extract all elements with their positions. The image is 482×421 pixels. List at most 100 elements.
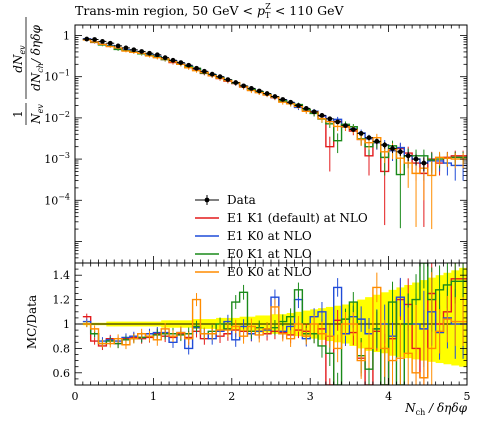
data-point	[272, 94, 278, 99]
data-point	[115, 43, 121, 49]
x-tick-label: 5	[464, 390, 471, 403]
data-point	[280, 97, 286, 102]
xlabel-rest: / δηδφ	[425, 401, 467, 415]
chart-title-italic: p	[257, 3, 265, 18]
data-point	[264, 91, 270, 96]
xlabel-sub: ch	[416, 408, 426, 417]
main-panel-frame	[74, 24, 468, 264]
ylabel-den2-sub: ch	[36, 63, 45, 73]
data-point	[374, 138, 380, 144]
data-point	[84, 36, 90, 42]
data-point	[319, 112, 325, 118]
x-tick-label: 4	[385, 390, 392, 403]
x-tick-label: 1	[150, 390, 157, 403]
y-tick-base: 10	[44, 71, 58, 84]
y-tick-label-ratio: 0.6	[53, 367, 71, 380]
y-tick-exponent: −3	[58, 151, 70, 160]
data-point	[366, 135, 372, 141]
ylabel-num-sub: ev	[18, 45, 27, 55]
ylabel-num-2: dNev	[11, 45, 27, 73]
data-point	[92, 37, 97, 42]
y-tick-label-ratio: 0.8	[53, 342, 71, 355]
y-tick-label-main: 10−1	[44, 69, 70, 84]
ylabel-den2-rest: / δηδφ	[29, 25, 43, 64]
y-tick-label-main: 1	[63, 30, 70, 43]
y-tick-label-main: 10−4	[44, 192, 70, 207]
data-point	[405, 153, 411, 159]
data-point	[170, 57, 176, 63]
data-point	[107, 40, 113, 46]
data-point	[303, 106, 309, 111]
ylabel-den-N: N	[29, 113, 43, 125]
chart-title: Trans-min region, 50 GeV < pTZ < 110 GeV	[75, 2, 344, 20]
series-E1 K1 (default) at NLO	[82, 38, 467, 227]
data-point	[123, 45, 129, 51]
data-point	[209, 71, 215, 77]
series-E0 K0 at NLO	[82, 39, 467, 230]
series-E1 K0 at NLO	[82, 38, 467, 181]
y-tick-exponent: −2	[58, 110, 70, 119]
data-point	[421, 160, 427, 166]
data-point	[358, 131, 364, 136]
data-point	[162, 55, 168, 61]
ylabel-den-sub: ev	[36, 104, 45, 114]
chart-title-part: Trans-min region, 50 GeV <	[75, 3, 257, 18]
y-tick-label-ratio: 1.2	[53, 294, 71, 307]
data-point	[382, 142, 388, 148]
series-line	[82, 38, 467, 167]
x-axis-label: Nch / δηδφ	[404, 401, 467, 417]
data-point	[186, 62, 192, 68]
ylabel-den2-dN: dN	[29, 72, 43, 91]
data-point	[311, 109, 317, 115]
legend-label: E1 K1 (default) at NLO	[227, 211, 368, 225]
x-tick-label: 0	[72, 390, 79, 403]
band-bin	[396, 287, 405, 357]
series-line	[82, 39, 467, 177]
data-point	[233, 80, 239, 85]
data-point	[139, 49, 145, 54]
legend: Data E1 K1 (default) at NLO E1 K0 at NLO E0…	[195, 193, 368, 279]
data-point	[256, 88, 262, 94]
ylabel-num-1: 1	[11, 110, 25, 118]
data-point	[335, 119, 341, 125]
x-tick-label: 2	[228, 390, 235, 403]
y-tick-label-ratio: 1.4	[53, 269, 71, 282]
data-point	[147, 50, 152, 56]
y-tick-base: 10	[44, 194, 58, 207]
y-axis-label-main: 1 Nev dNev dNch/ δηδφ	[11, 17, 45, 125]
data-point	[217, 74, 223, 80]
data-points	[82, 36, 428, 172]
ylabel-num-dN: dN	[11, 54, 25, 73]
y-tick-base: 10	[44, 112, 58, 125]
data-point	[201, 68, 207, 74]
series-E0 K1 at NLO	[82, 38, 467, 229]
data-point	[397, 149, 403, 155]
y-tick-label-main: 10−2	[44, 110, 70, 125]
x-tick-label: 3	[307, 390, 314, 403]
data-point	[154, 52, 160, 58]
legend-label: E1 K0 at NLO	[227, 229, 312, 243]
chart-title-part: < 110 GeV	[271, 3, 345, 18]
data-point	[100, 38, 105, 44]
ratio-panel-plot	[75, 263, 467, 385]
series-line	[82, 38, 467, 175]
y-tick-base: 10	[44, 153, 58, 166]
ratio-uncertainty-band	[82, 267, 467, 367]
ylabel-den: Nev	[29, 104, 45, 125]
data-point	[131, 47, 137, 53]
data-point	[249, 86, 254, 91]
data-point	[241, 83, 246, 89]
y-axis-label-ratio: MC/Data	[25, 295, 39, 349]
data-point	[225, 77, 231, 83]
data-point	[390, 146, 395, 151]
data-point	[327, 116, 333, 122]
legend-label: E0 K0 at NLO	[227, 265, 312, 279]
y-tick-label-ratio: 1	[63, 318, 70, 331]
y-tick-exponent: −1	[58, 69, 70, 78]
legend-label: Data	[227, 193, 256, 207]
data-point	[350, 127, 356, 132]
legend-label: E0 K1 at NLO	[227, 247, 312, 261]
chart-title-sub: T	[265, 11, 271, 20]
